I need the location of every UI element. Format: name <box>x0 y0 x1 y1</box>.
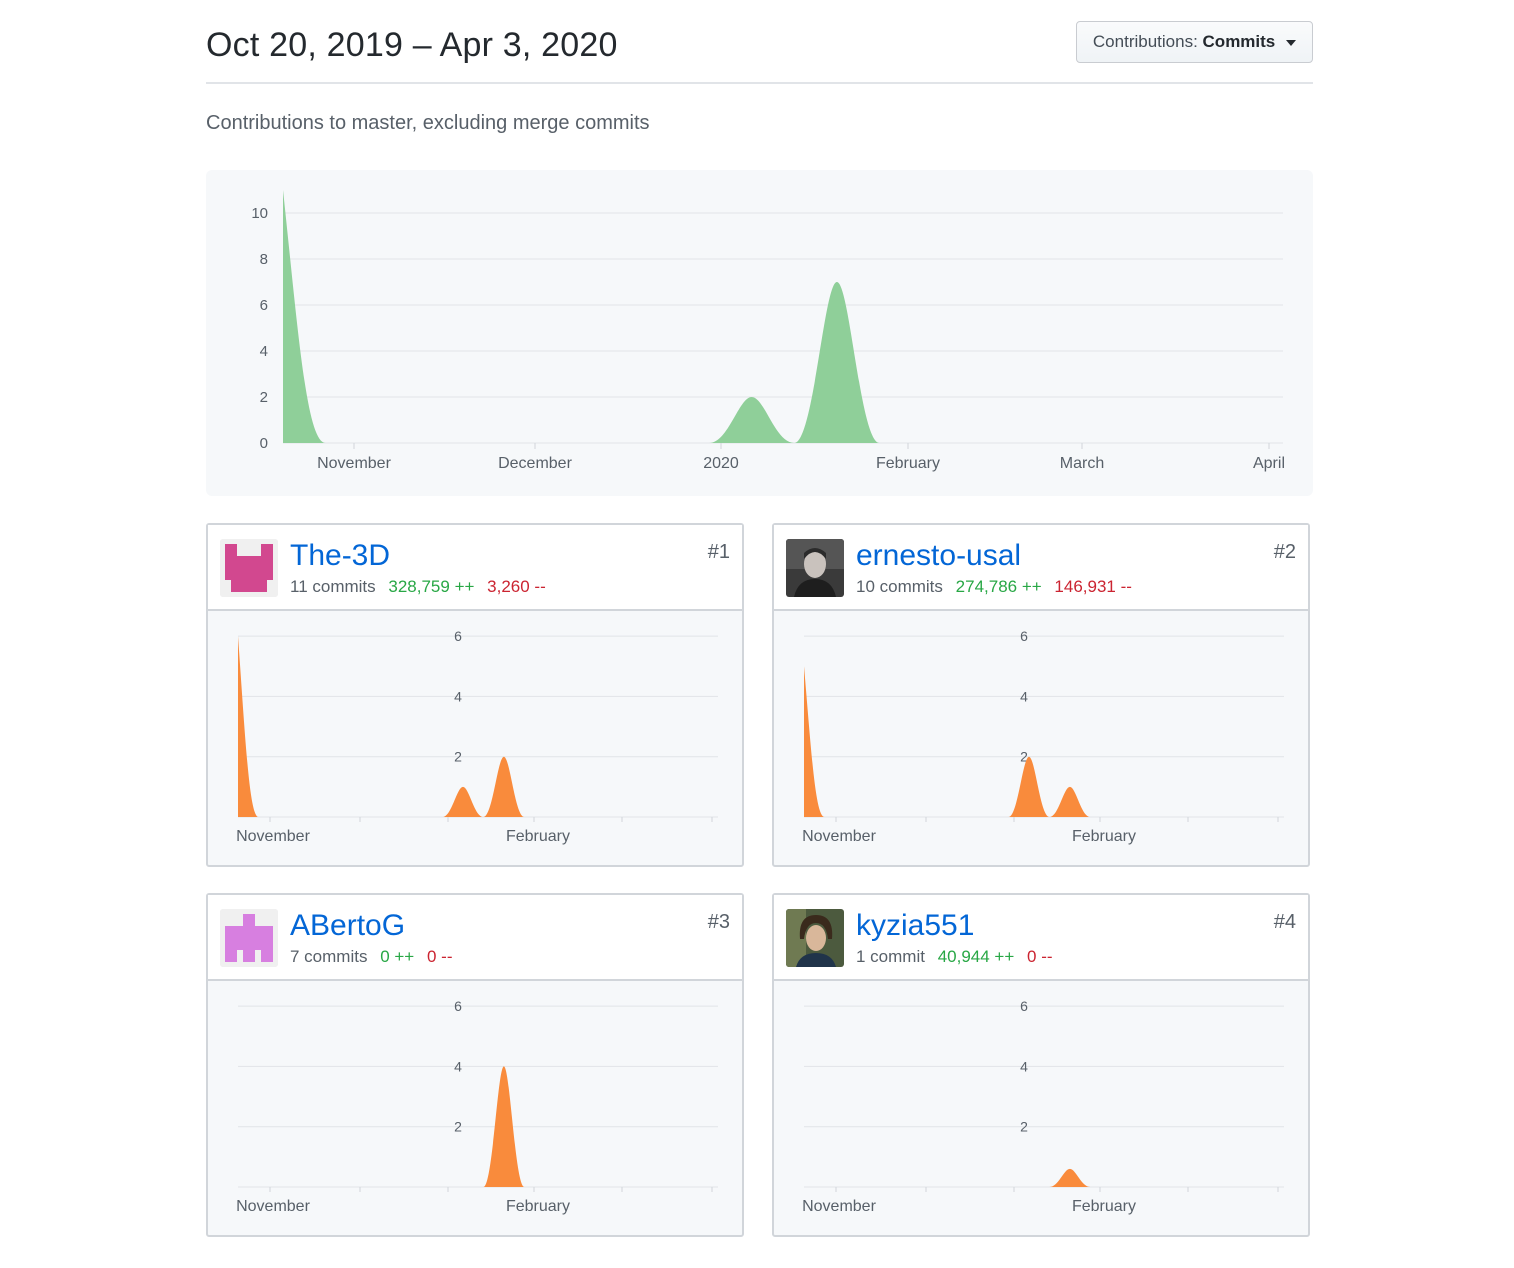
area-series <box>238 636 709 817</box>
contributor-login-link[interactable]: ABertoG <box>290 909 406 942</box>
contributor-chart-svg: 2 4 6 November February <box>802 998 1284 1215</box>
contributor-card: kyzia551 1 commit 40,944 ++ 0 -- #4 2 4 6 N… <box>772 893 1310 1237</box>
y-tick-label: 4 <box>1020 688 1028 704</box>
y-tick-label: 2 <box>1020 749 1028 765</box>
y-tick-label: 6 <box>454 998 462 1014</box>
header: Oct 20, 2019 – Apr 3, 2020 Contributions… <box>206 14 1313 84</box>
identicon-avatar <box>220 539 278 597</box>
deletions-count: 0 -- <box>426 947 453 966</box>
x-tick-label: December <box>498 455 572 472</box>
y-tick-label: 4 <box>260 343 268 360</box>
contributor-login-link[interactable]: The-3D <box>290 539 391 572</box>
contributor-header: ernesto-usal 10 commits 274,786 ++ 146,9… <box>774 525 1308 611</box>
y-tick-label: 2 <box>1020 1119 1028 1135</box>
contributor-rank: #4 <box>1273 911 1296 933</box>
contributor-chart-svg: 2 4 6 November February <box>236 998 718 1215</box>
contributor-rank: #1 <box>707 541 730 563</box>
contributor-rank: #3 <box>707 911 730 933</box>
additions-count: 328,759 ++ <box>388 577 475 596</box>
deletions-count: 0 -- <box>1027 947 1053 966</box>
y-tick-label: 2 <box>260 389 268 406</box>
photo-avatar <box>786 909 844 967</box>
contributor-chart: 2 4 6 November February <box>774 611 1308 865</box>
x-tick-label: March <box>1060 455 1104 472</box>
x-tick-label: November <box>317 455 391 472</box>
x-tick-label: February <box>876 455 940 472</box>
contributor-card: The-3D 11 commits 328,759 ++ 3,260 -- #1… <box>206 523 744 867</box>
y-tick-label: 2 <box>454 1119 462 1135</box>
y-tick-label: 6 <box>1020 628 1028 644</box>
additions-count: 274,786 ++ <box>955 577 1042 596</box>
avatar[interactable] <box>220 539 278 597</box>
contributor-chart: 2 4 6 November February <box>774 981 1308 1235</box>
contributor-stats: 7 commits 0 ++ 0 -- <box>290 947 452 967</box>
contributor-login-link[interactable]: ernesto-usal <box>856 539 1022 572</box>
additions-count: 40,944 ++ <box>937 947 1015 966</box>
contributor-login-link[interactable]: kyzia551 <box>856 909 975 942</box>
avatar[interactable] <box>786 539 844 597</box>
avatar[interactable] <box>786 909 844 967</box>
identicon-avatar <box>220 909 278 967</box>
x-tick-label: February <box>1072 1198 1136 1215</box>
contributor-card: ABertoG 7 commits 0 ++ 0 -- #3 2 4 6 Novemb… <box>206 893 744 1237</box>
x-tick-label: November <box>802 828 876 845</box>
commit-count-link[interactable]: 11 commits <box>290 577 376 596</box>
deletions-count: 146,931 -- <box>1054 577 1132 596</box>
contributions-chart: 0 2 4 6 8 10 November December 2020 February March… <box>206 170 1313 496</box>
x-tick-label: April <box>1253 455 1285 472</box>
y-tick-label: 0 <box>260 435 268 452</box>
x-tick-label: November <box>236 828 310 845</box>
x-tick-label: 2020 <box>703 455 739 472</box>
contributor-card: ernesto-usal 10 commits 274,786 ++ 146,9… <box>772 523 1310 867</box>
contributor-stats: 1 commit 40,944 ++ 0 -- <box>856 947 1053 967</box>
area-series <box>283 190 1263 443</box>
y-tick-label: 4 <box>1020 1058 1028 1074</box>
contributor-header: ABertoG 7 commits 0 ++ 0 -- #3 <box>208 895 742 981</box>
y-tick-label: 2 <box>454 749 462 765</box>
y-tick-label: 4 <box>454 688 462 704</box>
contributor-header: The-3D 11 commits 328,759 ++ 3,260 -- #1 <box>208 525 742 611</box>
avatar[interactable] <box>220 909 278 967</box>
contributor-chart-svg: 2 4 6 November February <box>236 628 718 845</box>
commit-count-link[interactable]: 1 commit <box>856 947 925 966</box>
x-tick-label: February <box>506 828 570 845</box>
x-tick-label: November <box>802 1198 876 1215</box>
area-series <box>804 1168 1275 1187</box>
contributor-rank: #2 <box>1273 541 1296 563</box>
page-title: Oct 20, 2019 – Apr 3, 2020 <box>206 26 618 64</box>
y-tick-label: 6 <box>1020 998 1028 1014</box>
chart-subtitle: Contributions to master, excluding merge… <box>206 112 650 134</box>
commit-count-link[interactable]: 7 commits <box>290 947 368 966</box>
deletions-count: 3,260 -- <box>487 577 546 596</box>
contributions-value: Commits <box>1202 32 1276 51</box>
contributor-chart: 2 4 6 November February <box>208 611 742 865</box>
x-tick-label: November <box>236 1198 310 1215</box>
contributions-label: Contributions: <box>1092 32 1198 51</box>
commit-count-link[interactable]: 10 commits <box>856 577 943 596</box>
contributions-chart-svg: 0 2 4 6 8 10 November December 2020 February March… <box>251 190 1285 472</box>
y-tick-label: 4 <box>454 1058 462 1074</box>
chevron-down-icon <box>1286 39 1296 46</box>
y-tick-label: 8 <box>260 251 268 268</box>
photo-avatar <box>786 539 844 597</box>
contributor-header: kyzia551 1 commit 40,944 ++ 0 -- #4 <box>774 895 1308 981</box>
additions-count: 0 ++ <box>380 947 415 966</box>
y-tick-label: 10 <box>251 205 268 222</box>
contributor-stats: 11 commits 328,759 ++ 3,260 -- <box>290 577 546 597</box>
contributor-chart: 2 4 6 November February <box>208 981 742 1235</box>
contributor-chart-svg: 2 4 6 November February <box>802 628 1284 845</box>
x-tick-label: February <box>1072 828 1136 845</box>
area-series <box>804 666 1275 817</box>
y-tick-label: 6 <box>260 297 268 314</box>
contributor-stats: 10 commits 274,786 ++ 146,931 -- <box>856 577 1132 597</box>
x-tick-label: February <box>506 1198 570 1215</box>
y-tick-label: 6 <box>454 628 462 644</box>
contributions-type-dropdown[interactable]: Contributions: Commits <box>1075 21 1313 63</box>
